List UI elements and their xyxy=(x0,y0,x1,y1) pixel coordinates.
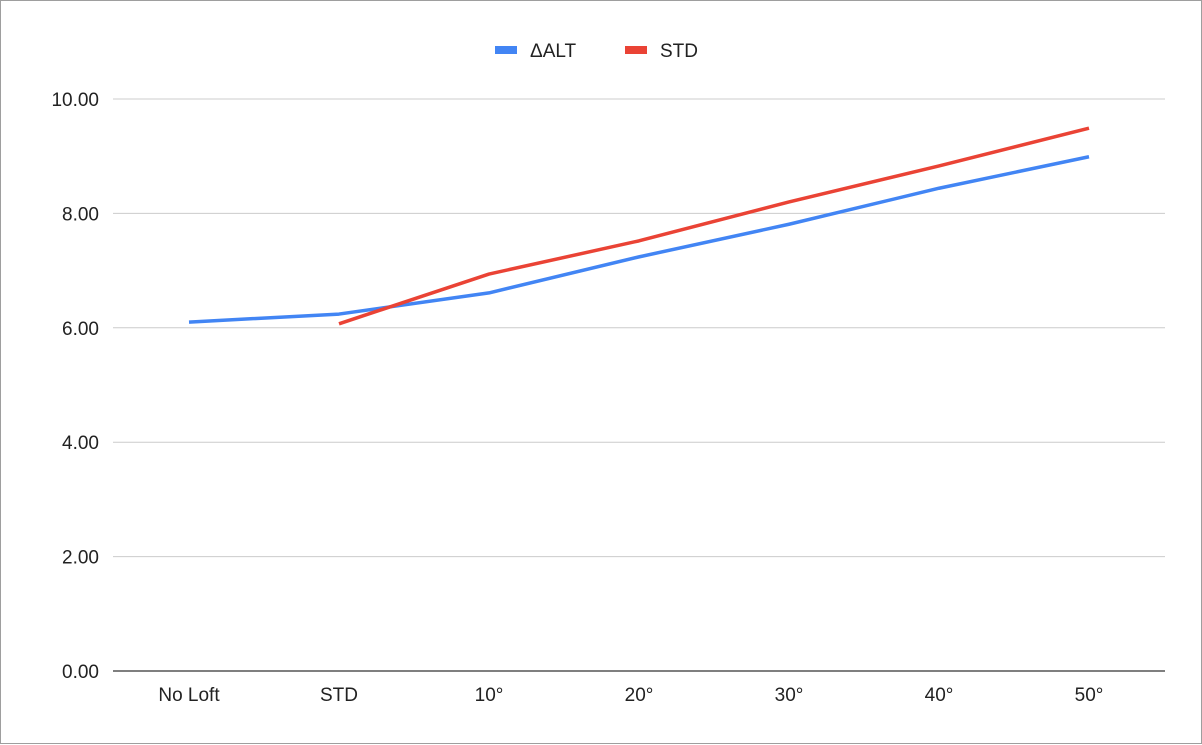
y-tick-label: 8.00 xyxy=(62,204,99,225)
y-tick-label: 10.00 xyxy=(51,90,99,111)
x-tick-label: 30° xyxy=(775,685,804,706)
legend-label: STD xyxy=(660,41,698,62)
y-tick-label: 6.00 xyxy=(62,319,99,340)
x-tick-label: 20° xyxy=(625,685,654,706)
legend-swatch xyxy=(495,46,517,54)
x-tick-label: STD xyxy=(320,685,358,706)
series-line-std xyxy=(339,128,1089,324)
legend-label: ΔALT xyxy=(530,41,577,62)
x-tick-label: 40° xyxy=(925,685,954,706)
y-tick-label: 2.00 xyxy=(62,548,99,569)
legend-swatch xyxy=(625,46,647,54)
x-tick-label: No Loft xyxy=(158,685,220,706)
y-tick-label: 0.00 xyxy=(62,662,99,683)
y-tick-label: 4.00 xyxy=(62,433,99,454)
x-tick-label: 50° xyxy=(1075,685,1104,706)
x-tick-label: 10° xyxy=(475,685,504,706)
